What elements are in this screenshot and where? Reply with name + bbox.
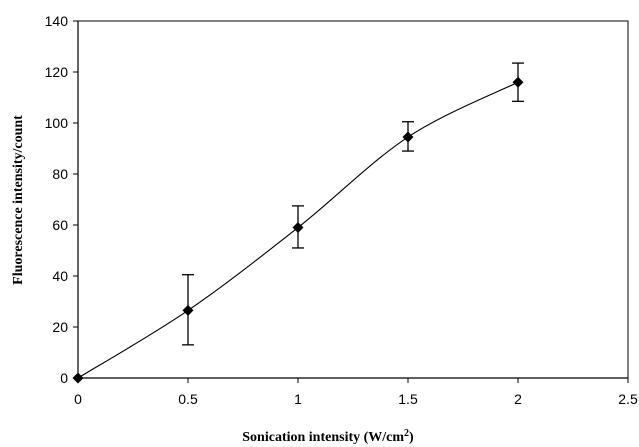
data-points	[72, 76, 524, 384]
x-tick-label: 0.5	[178, 391, 198, 407]
x-axis-title-sup: 2	[404, 428, 409, 439]
data-point	[512, 76, 524, 88]
y-tick-label: 120	[45, 64, 69, 80]
plot-frame	[77, 20, 629, 379]
x-tick-label: 2.5	[618, 391, 638, 407]
x-tick-label: 2	[514, 391, 522, 407]
x-tick-label: 1	[294, 391, 302, 407]
data-point	[182, 304, 194, 316]
data-point	[72, 372, 84, 384]
data-point	[292, 222, 304, 234]
axes	[77, 20, 629, 379]
y-tick-label: 100	[45, 115, 69, 131]
y-tick-label: 40	[52, 268, 68, 284]
y-tick-label: 20	[52, 319, 68, 335]
error-bars	[182, 62, 524, 346]
x-tick-label: 1.5	[398, 391, 418, 407]
x-tick-label: 0	[74, 391, 82, 407]
y-tick-label: 80	[52, 166, 68, 182]
y-axis-title: Fluorescence intensity/count	[11, 115, 26, 285]
x-axis-title: Sonication intensity (W/cm2)	[242, 428, 414, 445]
x-axis-ticks: 0 0.5 1 1.5 2 2.5	[74, 378, 638, 407]
x-axis-title-end: )	[409, 430, 414, 445]
y-tick-label: 0	[60, 370, 68, 386]
y-tick-label: 60	[52, 217, 68, 233]
y-axis-ticks: 0 20 40 60 80 100 120 140	[45, 13, 78, 386]
data-point	[402, 131, 414, 143]
x-axis-title-main: Sonication intensity (W/cm	[242, 430, 404, 445]
y-tick-label: 140	[45, 13, 69, 29]
